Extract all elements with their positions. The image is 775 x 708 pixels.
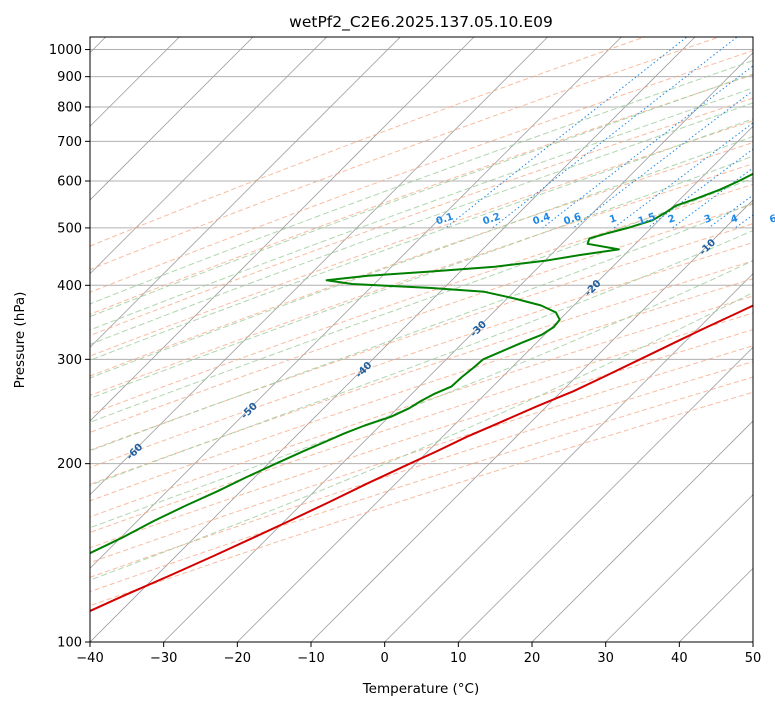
mixing-ratio-label: 0.1: [435, 212, 455, 228]
y-axis: 100 200 300 400 500 600 700 800 900 1000: [49, 43, 90, 651]
x-tick-label: 0: [381, 651, 389, 666]
y-axis-label: Pressure (hPa): [12, 292, 28, 389]
dry-adiabat-30: [90, 183, 753, 415]
moist-adiabat-25: [90, 229, 753, 486]
mixing-ratio-label: 4: [729, 213, 739, 226]
moist-adiabat-35: [90, 291, 753, 581]
isotherm--40: [90, 37, 696, 642]
moist-adiabat-15: [90, 177, 753, 423]
mixing-ratio-label: 1: [608, 213, 618, 226]
y-tick-label: 700: [57, 135, 82, 150]
isotherm--50: [90, 37, 622, 569]
mixing-ratio-label: 0.6: [562, 212, 582, 228]
sounding-series: [90, 172, 753, 613]
y-tick-label: 500: [57, 221, 82, 236]
isotherm-10: [457, 346, 753, 642]
isotherm--30: [163, 52, 753, 642]
isotherm--70: [90, 37, 475, 422]
dry-adiabat--20: [90, 74, 753, 315]
dry-adiabat-80: [90, 278, 753, 502]
x-tick-label: −10: [297, 651, 324, 666]
mixing-ratio-label: 1.5: [637, 212, 657, 228]
dry-adiabat-20: [90, 163, 753, 396]
isotherm--10: [310, 199, 753, 642]
x-axis: −40 −30 −20 −10 0 10 20 30 40 50: [76, 642, 761, 666]
y-tick-label: 400: [57, 279, 82, 294]
moist-adiabat-10: [90, 155, 753, 399]
mixing-ratio-line-1: [613, 122, 753, 229]
chart-title: wetPf2_C2E6.2025.137.05.10.E09: [289, 13, 553, 32]
temperature-profile-line: [90, 304, 753, 613]
dry-adiabat-130: [90, 361, 753, 578]
mixing-ratio-label: 0.2: [482, 212, 502, 228]
moist-adiabat--20: [90, 60, 753, 305]
y-tick-label: 300: [57, 353, 82, 368]
isotherm-20: [531, 420, 753, 642]
dry-adiabat-150: [90, 391, 753, 607]
x-tick-label: −40: [76, 651, 103, 666]
x-tick-label: 30: [597, 651, 614, 666]
dry-adiabat--30: [90, 50, 753, 293]
mixing-ratio-label: 0.4: [532, 212, 552, 228]
mixing-ratio-lines: [445, 37, 753, 229]
y-tick-label: 100: [57, 636, 82, 651]
dry-adiabat--50: [90, 37, 646, 247]
x-tick-label: −20: [224, 651, 251, 666]
isobar-gridlines: [90, 49, 753, 642]
dewpoint-profile-line: [90, 172, 753, 555]
x-axis-label: Temperature (°C): [362, 681, 480, 697]
isotherm-30: [605, 494, 753, 642]
dry-adiabat-60: [90, 241, 753, 469]
y-tick-label: 600: [57, 174, 82, 189]
mixing-ratio-label: 2: [667, 213, 677, 226]
dry-adiabat-140: [90, 376, 753, 593]
dry-adiabat--40: [90, 37, 721, 271]
plot-frame: [89, 36, 754, 643]
mixing-ratio-line-0.4: [542, 65, 753, 229]
moist-adiabat-30: [90, 260, 753, 529]
y-tick-label: 200: [57, 457, 82, 472]
y-tick-label: 800: [57, 100, 82, 115]
dry-adiabat-50: [90, 223, 753, 451]
dry-adiabat-70: [90, 260, 753, 485]
x-tick-label: 10: [450, 651, 467, 666]
plot-area: [90, 37, 753, 642]
x-tick-label: 40: [671, 651, 688, 666]
mixing-ratio-label: 6: [768, 213, 775, 226]
y-tick-label: 1000: [49, 43, 82, 58]
moist-adiabat-20: [90, 202, 753, 452]
x-tick-label: −30: [150, 651, 177, 666]
x-tick-label: 50: [745, 651, 762, 666]
dry-adiabat-0: [90, 120, 753, 357]
dry-adiabat-lines: [90, 37, 753, 607]
isotherm--20: [236, 125, 753, 642]
mixing-ratio-line-0.2: [492, 37, 738, 229]
mixing-ratio-line-0.1: [445, 37, 688, 229]
isotherm--90: [90, 37, 328, 275]
y-tick-label: 900: [57, 70, 82, 85]
isotherm-0: [384, 273, 753, 642]
x-tick-label: 20: [524, 651, 541, 666]
dry-adiabat--10: [90, 97, 753, 337]
isotherm--60: [90, 37, 549, 496]
isotherm--100: [90, 37, 254, 201]
dry-adiabat-40: [90, 203, 753, 433]
isotherm-lines: [90, 37, 753, 642]
mixing-ratio-label: 3: [703, 213, 713, 226]
